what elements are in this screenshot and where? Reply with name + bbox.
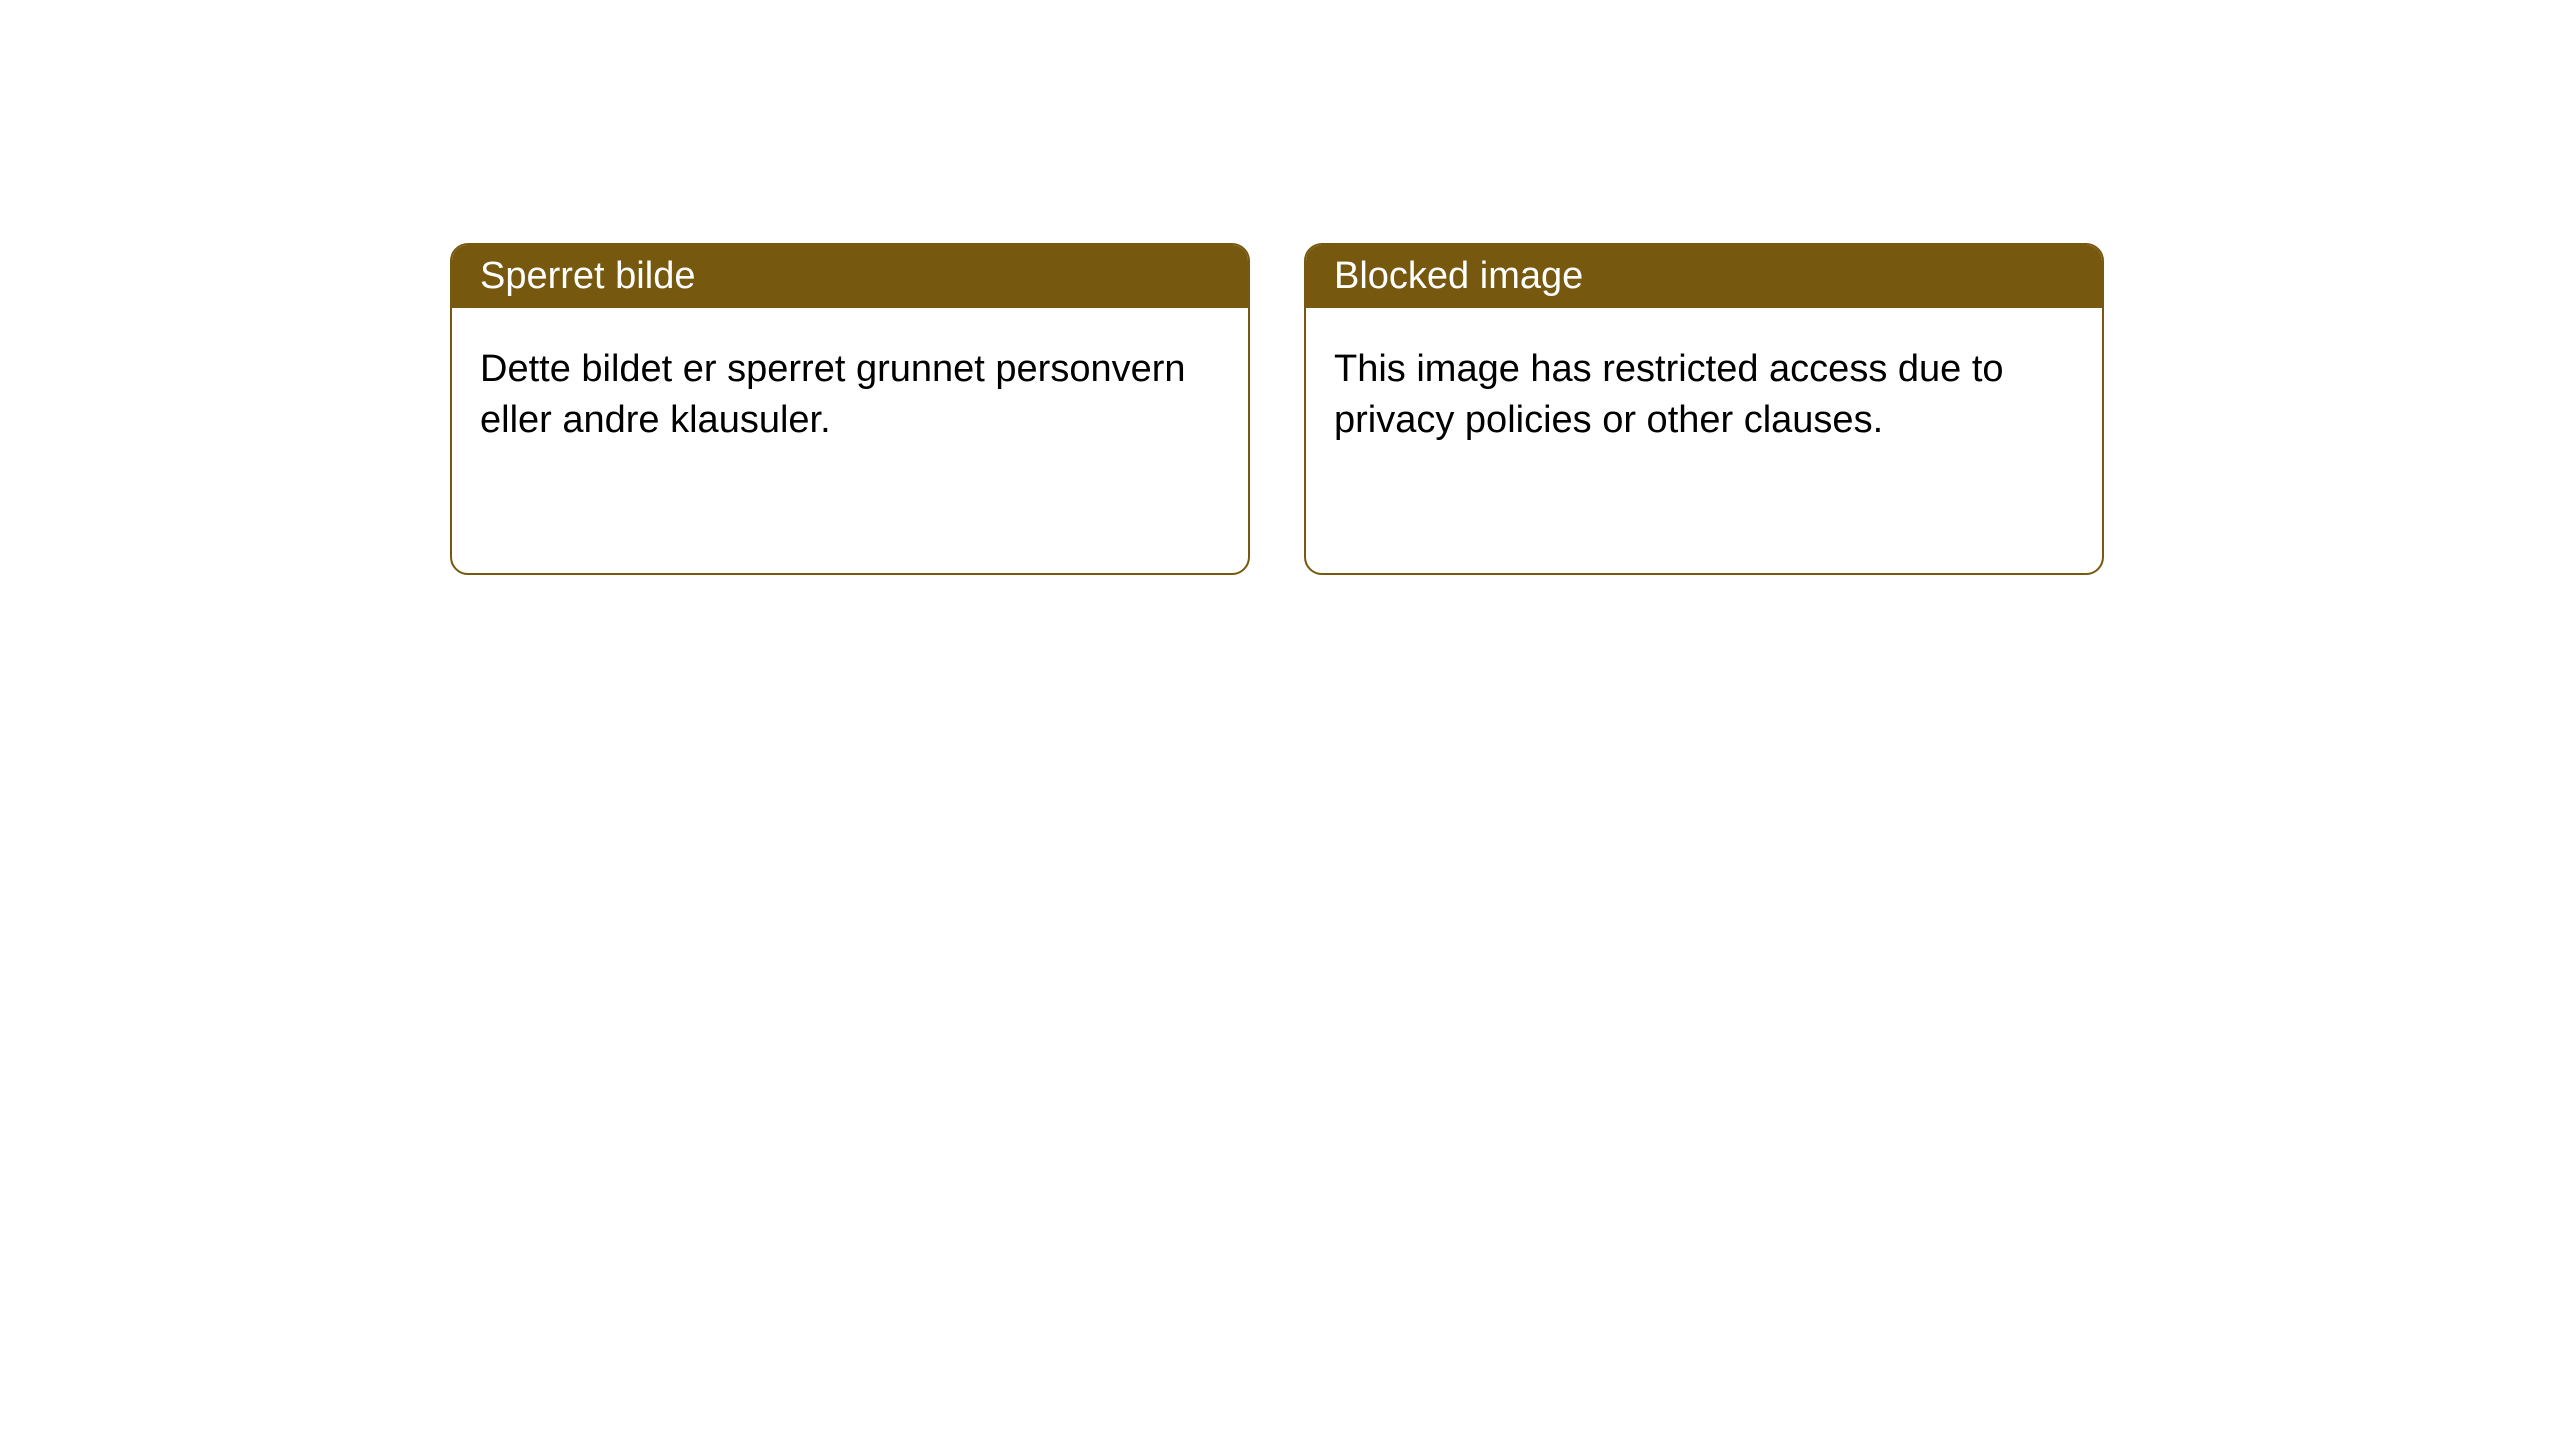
notice-body: This image has restricted access due to … [1306, 308, 2102, 483]
notice-card-norwegian: Sperret bilde Dette bildet er sperret gr… [450, 243, 1250, 575]
notice-body: Dette bildet er sperret grunnet personve… [452, 308, 1248, 483]
notice-container: Sperret bilde Dette bildet er sperret gr… [450, 243, 2104, 575]
notice-card-english: Blocked image This image has restricted … [1304, 243, 2104, 575]
notice-header: Sperret bilde [452, 245, 1248, 308]
notice-header: Blocked image [1306, 245, 2102, 308]
